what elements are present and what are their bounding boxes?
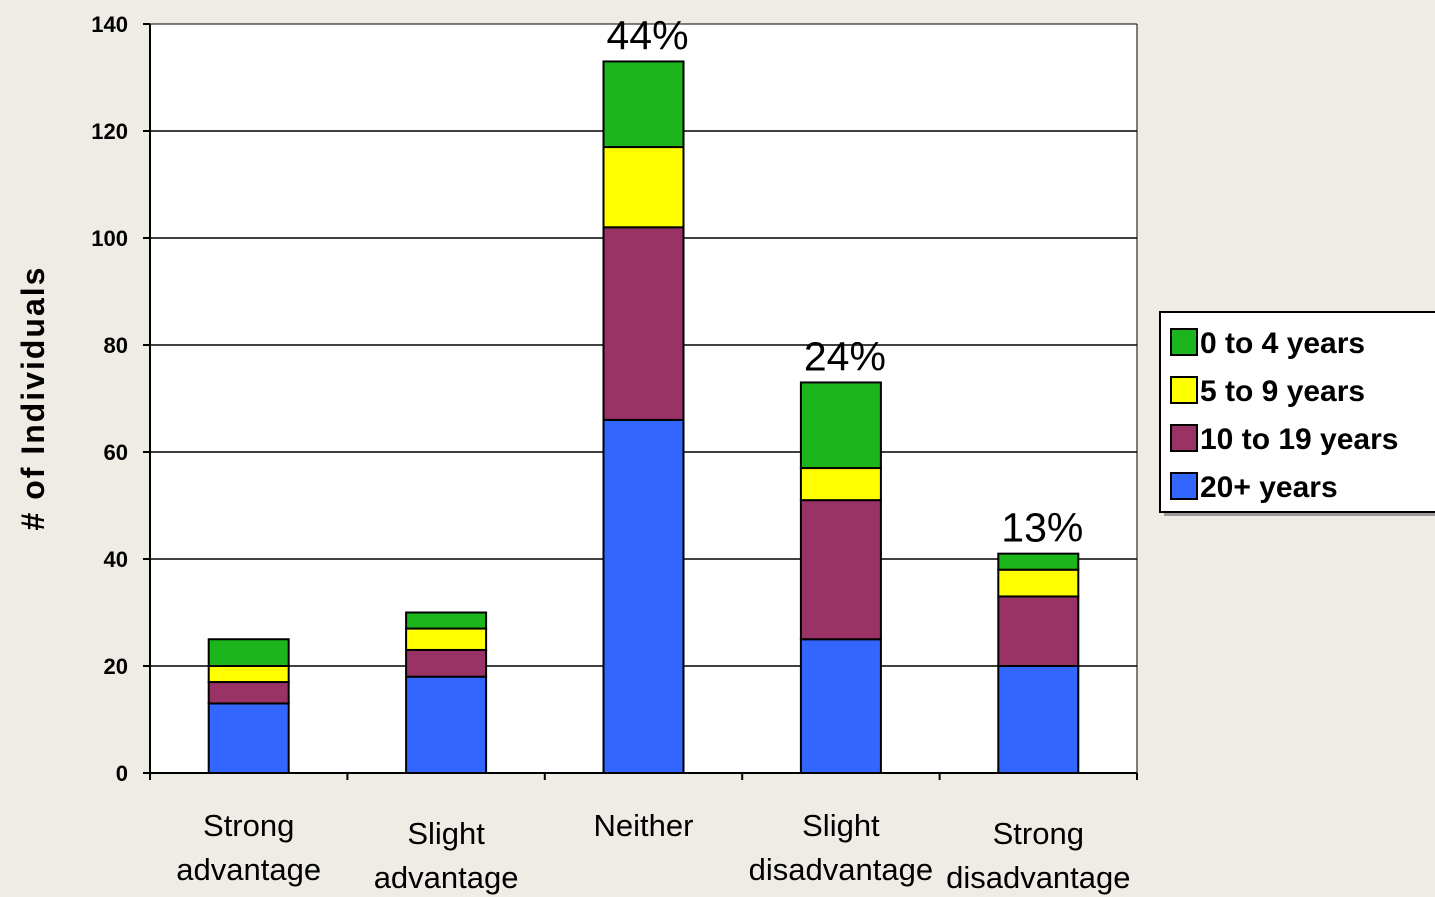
- bar-segment: [602, 146, 685, 229]
- legend-swatch: [1170, 472, 1198, 500]
- bar-segment: [602, 60, 685, 149]
- bar-segment: [207, 702, 290, 775]
- x-category-label: Strong: [993, 816, 1084, 851]
- y-tick-label: 0: [116, 761, 128, 786]
- bar-segment: [602, 226, 685, 421]
- y-tick-label: 140: [91, 12, 128, 37]
- legend-label: 0 to 4 years: [1200, 327, 1365, 360]
- bar-segment: [997, 568, 1080, 598]
- bar-segment: [799, 638, 882, 774]
- bar-segment: [997, 665, 1080, 774]
- bars: [207, 60, 1080, 775]
- y-tick-label: 60: [104, 440, 128, 465]
- legend-label: 5 to 9 years: [1200, 375, 1365, 408]
- y-ticks: 0 20 40 60 80 100 120 140: [91, 12, 150, 786]
- bar-segment: [405, 648, 488, 678]
- x-category-label: advantage: [374, 860, 519, 895]
- bar-segment: [405, 627, 488, 651]
- bar-segment: [207, 665, 290, 684]
- x-category-label: Strong: [203, 808, 294, 843]
- percent-annotation: 24%: [804, 333, 886, 379]
- y-tick-label: 100: [91, 226, 128, 251]
- bar-segment: [602, 418, 685, 774]
- percent-annotation: 13%: [1001, 505, 1083, 551]
- legend-label: 10 to 19 years: [1200, 423, 1398, 456]
- legend-swatch: [1170, 328, 1198, 356]
- legend-swatch: [1170, 376, 1198, 404]
- bar-segment: [207, 681, 290, 705]
- y-tick-label: 80: [104, 333, 128, 358]
- bar-segment: [799, 499, 882, 641]
- percent-annotation: 44%: [606, 12, 688, 58]
- x-category-label: Slight: [407, 816, 485, 851]
- legend: 0 to 4 years 5 to 9 years 10 to 19 years 20…: [1159, 311, 1435, 516]
- x-category-labels: Strong advantage Slight advantage Neither Sli…: [176, 808, 1130, 895]
- x-category-label: disadvantage: [749, 852, 933, 887]
- x-category-label: advantage: [176, 852, 321, 887]
- y-axis-label: # of Individuals: [15, 266, 51, 531]
- x-ticks: [149, 773, 1138, 780]
- y-tick-label: 20: [104, 654, 128, 679]
- annotations: 44% 24% 13%: [606, 12, 1083, 550]
- bar-segment: [997, 595, 1080, 668]
- x-category-label: Slight: [802, 808, 880, 843]
- y-tick-label: 40: [104, 547, 128, 572]
- legend-label: 20+ years: [1200, 471, 1338, 504]
- bar-segment: [799, 381, 882, 470]
- legend-swatch: [1170, 424, 1198, 452]
- bar-segment: [207, 638, 290, 667]
- bar-segment: [405, 675, 488, 775]
- bar-segment: [997, 552, 1080, 571]
- bar-segment: [405, 611, 488, 630]
- y-tick-label: 120: [91, 119, 128, 144]
- bar-segment: [799, 467, 882, 502]
- x-category-label: Neither: [594, 808, 694, 843]
- legend-box: [1159, 311, 1435, 513]
- x-category-label: disadvantage: [946, 860, 1130, 895]
